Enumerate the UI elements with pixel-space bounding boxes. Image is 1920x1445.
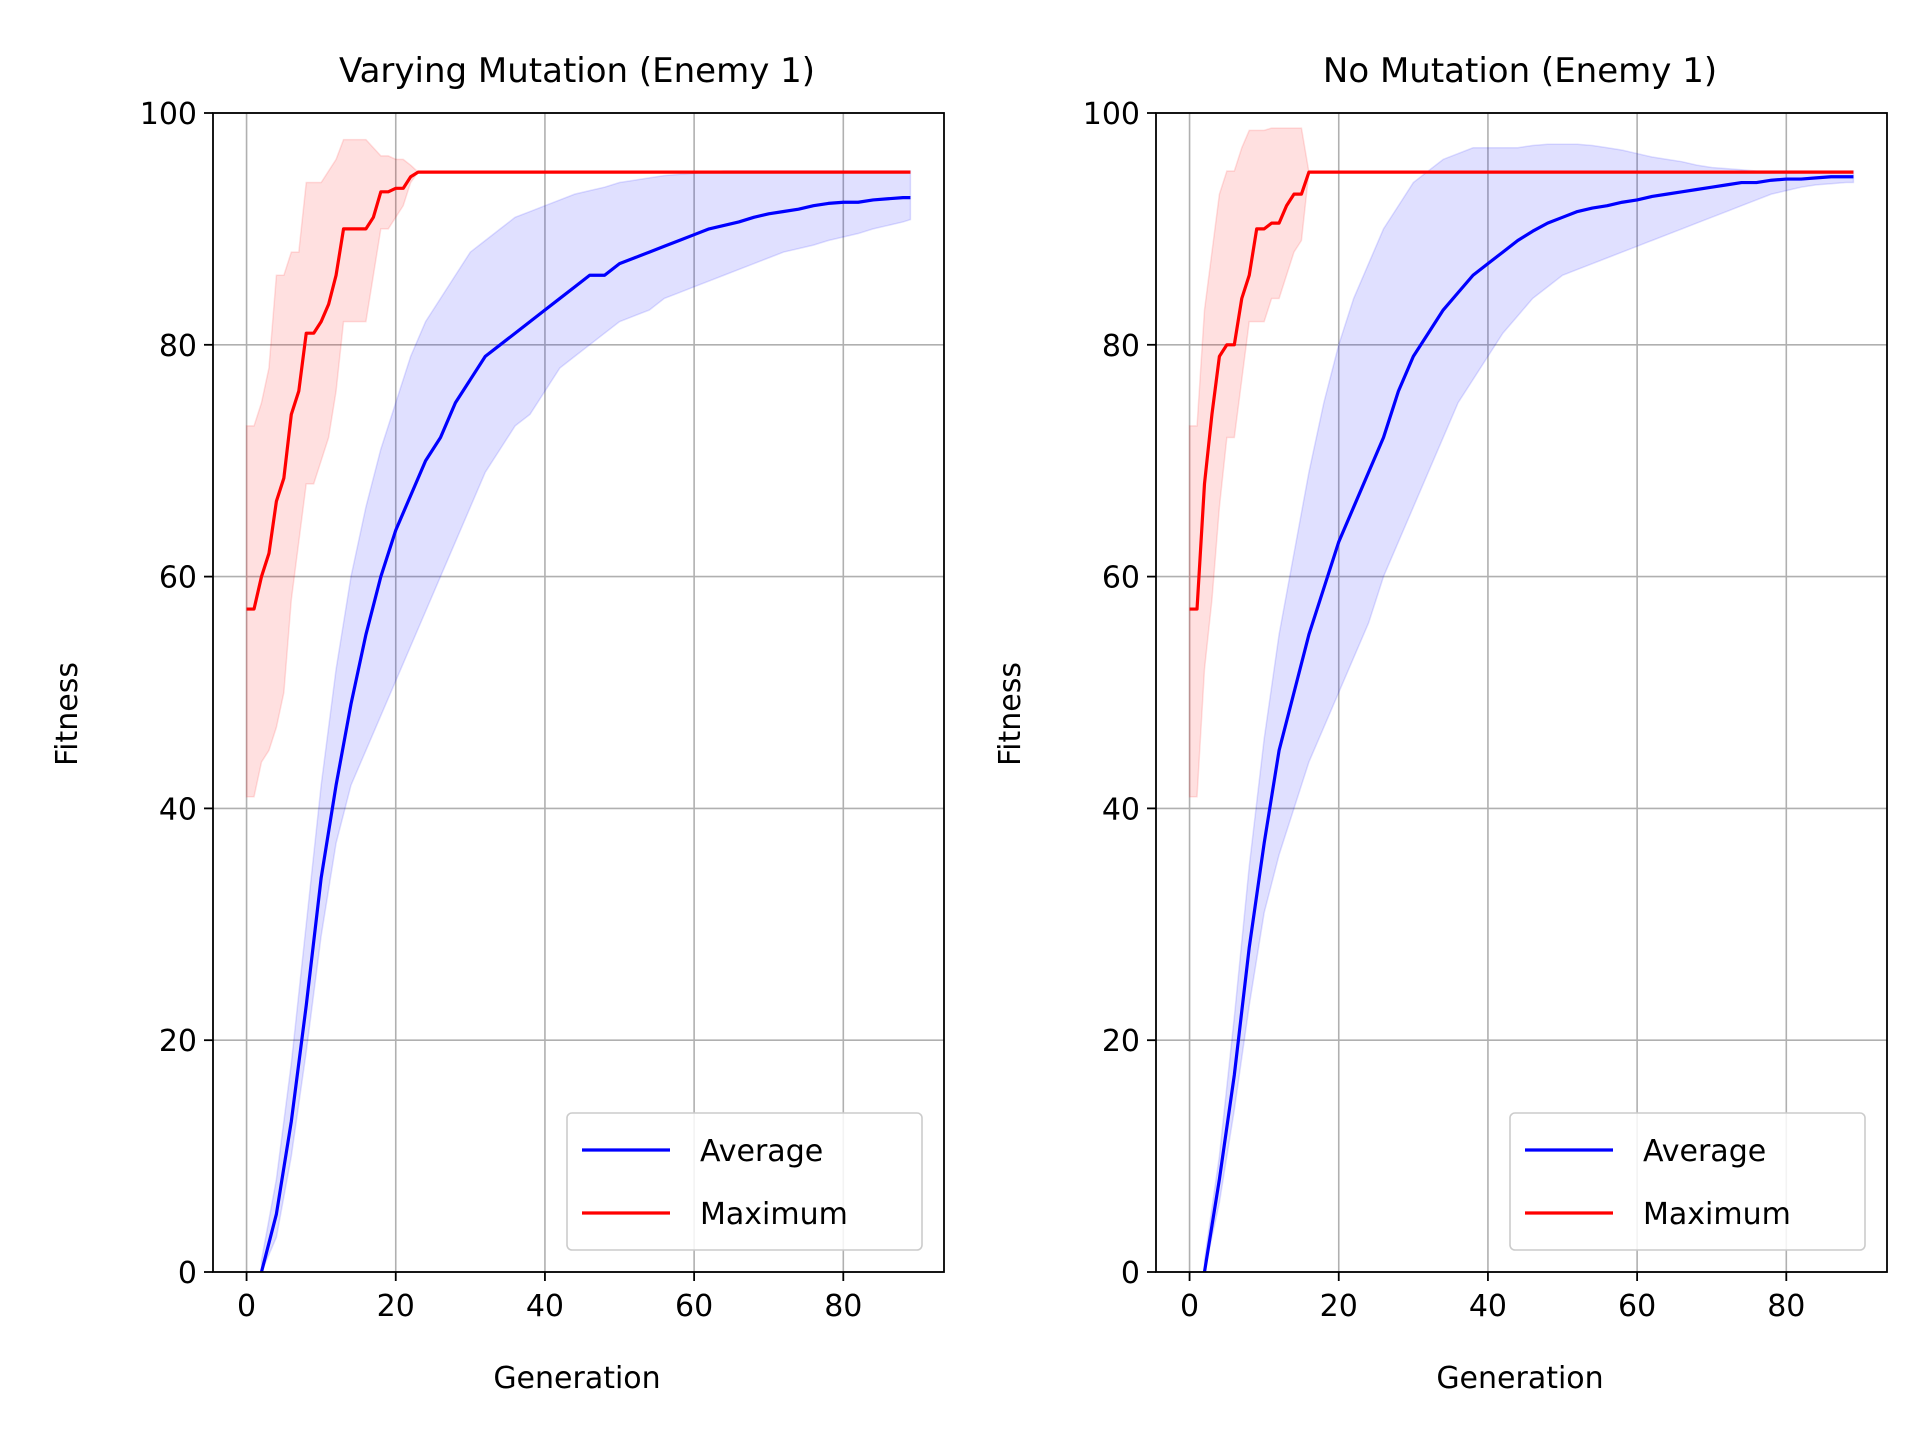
legend-box bbox=[1509, 1112, 1866, 1251]
legend-label-maximum: Maximum bbox=[1643, 1197, 1791, 1232]
legend-label-maximum: Maximum bbox=[700, 1197, 848, 1232]
chart-panel-left: Varying Mutation (Enemy 1) 0 20 40 60 80 0 20 4… bbox=[50, 51, 945, 1396]
y-tick-label: 20 bbox=[1102, 1024, 1140, 1059]
x-tick-label: 20 bbox=[1320, 1289, 1358, 1324]
legend: Average Maximum bbox=[1509, 1112, 1866, 1251]
axes-frame bbox=[212, 112, 945, 1273]
y-tick-label: 100 bbox=[1083, 97, 1140, 132]
legend-label-average: Average bbox=[700, 1134, 823, 1169]
x-tick-label: 20 bbox=[377, 1289, 415, 1324]
legend-label-average: Average bbox=[1643, 1134, 1766, 1169]
y-tick-label: 100 bbox=[140, 97, 197, 132]
axes-frame bbox=[1155, 112, 1888, 1273]
x-axis-label: Generation bbox=[493, 1361, 660, 1396]
chart-title: Varying Mutation (Enemy 1) bbox=[339, 51, 815, 91]
chart-panel-right: No Mutation (Enemy 1) 0 20 40 60 80 0 20 40 60 80… bbox=[993, 51, 1888, 1396]
plot-area: 0 20 40 60 80 0 20 40 60 80 100 Average Maximum bbox=[140, 97, 945, 1324]
series-line-average bbox=[1202, 175, 1854, 1272]
y-tick-label: 80 bbox=[159, 329, 197, 364]
band-average bbox=[260, 170, 912, 1272]
y-tick-label: 20 bbox=[159, 1024, 197, 1059]
chart-title: No Mutation (Enemy 1) bbox=[1323, 51, 1717, 91]
x-tick-label: 80 bbox=[824, 1289, 862, 1324]
x-tick-label: 40 bbox=[1469, 1289, 1507, 1324]
y-axis-label: Fitness bbox=[993, 662, 1028, 766]
band-average bbox=[1203, 143, 1855, 1272]
y-tick-label: 40 bbox=[1102, 792, 1140, 827]
y-tick-label: 80 bbox=[1102, 329, 1140, 364]
x-tick-label: 60 bbox=[1618, 1289, 1656, 1324]
y-tick-label: 40 bbox=[159, 792, 197, 827]
series-line-maximum bbox=[246, 170, 911, 611]
x-axis-label: Generation bbox=[1436, 1361, 1603, 1396]
y-axis-label: Fitness bbox=[50, 662, 85, 766]
plot-area: 0 20 40 60 80 0 20 40 60 80 100 Average Maximum bbox=[1083, 97, 1888, 1324]
legend-box bbox=[566, 1112, 923, 1251]
y-tick-label: 0 bbox=[1121, 1256, 1140, 1291]
x-tick-label: 0 bbox=[1180, 1289, 1199, 1324]
x-tick-label: 0 bbox=[237, 1289, 256, 1324]
x-tick-label: 80 bbox=[1767, 1289, 1805, 1324]
y-tick-label: 0 bbox=[178, 1256, 197, 1291]
series-layer bbox=[1188, 127, 1855, 1272]
x-tick-label: 60 bbox=[675, 1289, 713, 1324]
x-tick-label: 40 bbox=[526, 1289, 564, 1324]
series-line-maximum bbox=[1189, 170, 1854, 611]
y-tick-label: 60 bbox=[159, 561, 197, 596]
series-layer bbox=[245, 138, 912, 1272]
y-tick-label: 60 bbox=[1102, 561, 1140, 596]
series-line-average bbox=[259, 196, 911, 1272]
legend: Average Maximum bbox=[566, 1112, 923, 1251]
